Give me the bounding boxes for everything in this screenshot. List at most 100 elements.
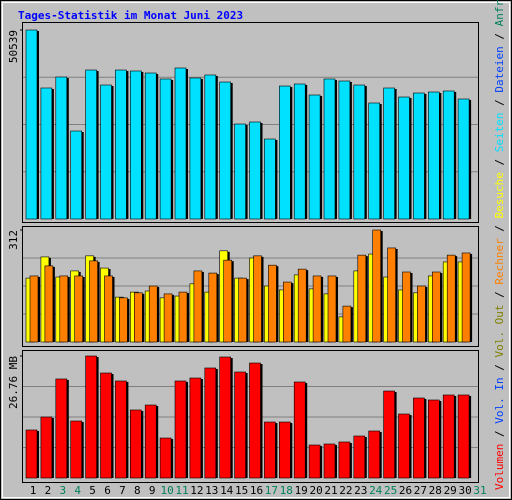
bar [398,96,410,220]
x-tick-label: 23 [354,484,367,497]
x-tick-label: 9 [149,484,156,497]
bar [413,92,425,220]
bar [368,430,381,479]
x-tick-label: 11 [175,484,188,497]
bar [427,91,440,220]
x-tick-label: 10 [160,484,173,497]
bar [308,94,321,220]
bar [223,259,232,343]
x-tick-label: 6 [104,484,111,497]
bar [178,291,188,343]
y-tick-label: 312 [7,230,20,250]
bar [323,443,336,479]
bar [70,130,82,220]
bar [398,413,410,479]
bar [383,390,395,479]
bar [134,292,143,343]
bar [104,275,113,343]
bar [174,67,187,220]
bar [159,78,172,220]
x-tick-label: 28 [429,484,442,497]
x-tick-label: 31 [473,484,486,497]
bar [293,83,306,220]
bar [431,271,441,343]
bar [372,229,382,343]
bar [193,270,203,343]
legend-entry: Volumen [493,444,506,490]
bar [442,90,455,220]
legend-entry: Besuche [493,172,506,218]
bar [85,355,97,479]
bar [74,275,83,343]
x-tick-label: 24 [369,484,383,497]
legend-separator: / [493,93,506,113]
bar [327,275,337,343]
legend-separator: / [493,424,506,444]
bar [29,275,39,343]
legend-separator: / [493,285,506,305]
x-tick-label: 3 [59,484,66,497]
bar [144,72,157,220]
x-tick-label: 18 [280,484,293,497]
bar [297,268,307,343]
bar [119,297,128,343]
x-tick-label: 21 [324,484,337,497]
x-tick-label: 8 [134,484,141,497]
bar [163,293,173,343]
x-tick-label: 15 [235,484,248,497]
legend-entry: Vol. In [493,377,506,423]
bar [189,377,202,479]
legend-entry: Vol. Out [493,305,506,358]
x-tick-label: 26 [399,484,412,497]
x-tick-label: 12 [190,484,203,497]
bar [89,260,98,343]
bar [159,437,172,479]
bar [85,69,97,220]
legend: Volumen / Vol. In / Vol. Out / Rechner /… [493,0,506,490]
x-tick-label: 20 [309,484,322,497]
bar [70,420,82,479]
bar [115,380,127,479]
bar [417,285,426,343]
bar [387,247,396,343]
bar [278,85,291,220]
bar [264,138,276,220]
bar [234,123,246,220]
bar [353,435,366,479]
bar [413,397,425,479]
bar [238,277,247,343]
bar [115,69,127,220]
bar [234,371,246,479]
bar [25,29,38,220]
bar [100,372,112,479]
x-tick-label: 16 [250,484,263,497]
bar [55,76,68,220]
y-tick-label: 50539 [7,30,20,63]
bar [204,367,217,479]
bar [174,380,187,479]
bar [308,444,321,479]
bar [268,264,277,343]
bar [323,78,336,220]
bar [144,404,157,479]
x-tick-label: 7 [119,484,126,497]
x-tick-label: 2 [45,484,52,497]
bar [40,87,53,220]
x-tick-label: 13 [205,484,218,497]
bar [278,421,291,479]
legend-separator: / [493,358,506,378]
chart-title: Tages-Statistik im Monat Juni 2023 [18,9,243,22]
bar [368,102,381,220]
bar [427,399,440,479]
legend-entry: Rechner [493,238,506,285]
legend-entry: Seiten [493,112,506,152]
bar [282,281,292,343]
x-tick-label: 30 [458,484,471,497]
x-tick-label: 1 [30,484,37,497]
x-tick-label: 19 [295,484,308,497]
bar [338,80,351,220]
y-tick-label: 26.76 MB [7,356,20,409]
